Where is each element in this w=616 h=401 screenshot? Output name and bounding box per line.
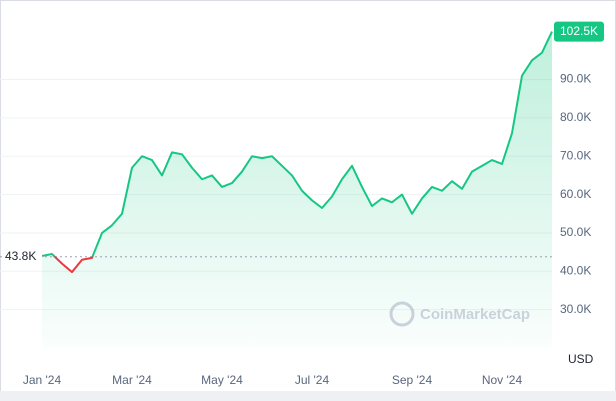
x-tick-label: Nov '24 xyxy=(482,373,523,387)
y-tick-label: 90.0K xyxy=(560,72,591,86)
x-tick-label: Jan '24 xyxy=(23,373,62,387)
x-tick-label: May '24 xyxy=(201,373,243,387)
last-price-label: 102.5K xyxy=(560,24,598,38)
watermark-text: CoinMarketCap xyxy=(420,306,530,323)
x-tick-label: Sep '24 xyxy=(392,373,433,387)
y-tick-label: 30.0K xyxy=(560,302,591,316)
price-line xyxy=(41,31,553,274)
x-tick-label: Mar '24 xyxy=(112,373,152,387)
y-tick-label: 60.0K xyxy=(560,187,591,201)
baseline-label: 43.8K xyxy=(5,249,36,263)
y-tick-label: 40.0K xyxy=(560,263,591,277)
watermark: CoinMarketCap xyxy=(389,301,530,327)
y-tick-label: 70.0K xyxy=(560,148,591,162)
y-tick-label: 80.0K xyxy=(560,110,591,124)
y-axis-label: USD xyxy=(568,352,594,366)
last-price-badge xyxy=(554,21,604,42)
x-tick-label: Jul '24 xyxy=(295,373,330,387)
footer-strip xyxy=(0,391,616,401)
y-tick-label: 50.0K xyxy=(560,225,591,239)
watermark-logo xyxy=(389,301,415,327)
baseline-label-bg xyxy=(2,248,42,265)
price-area xyxy=(42,31,552,349)
